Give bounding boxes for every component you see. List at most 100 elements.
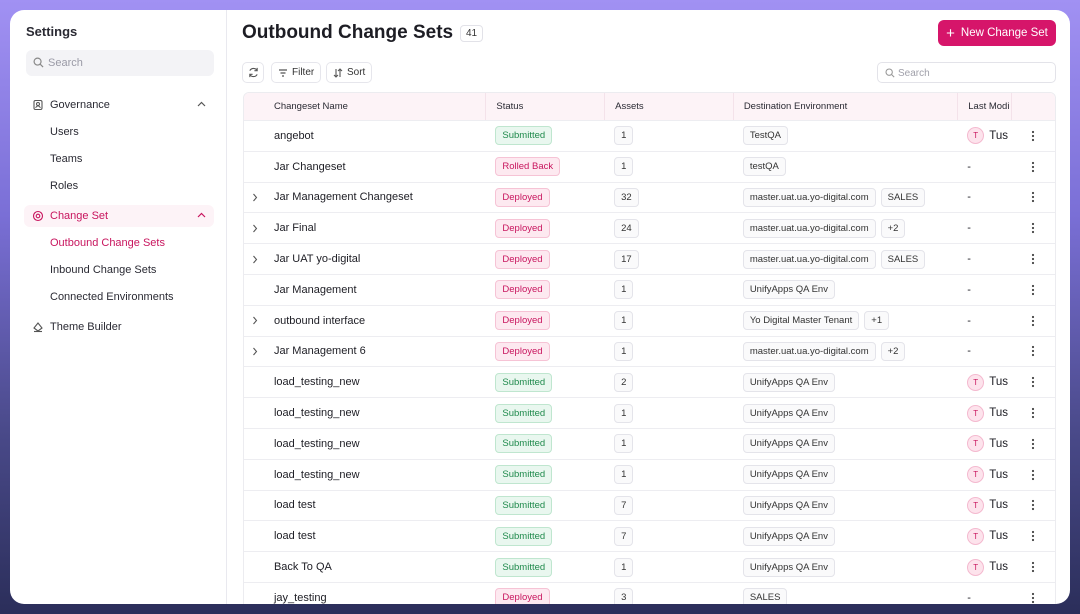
sidebar-search[interactable]: Search bbox=[26, 50, 214, 76]
expand-cell bbox=[244, 429, 266, 459]
refresh-button[interactable] bbox=[242, 62, 264, 83]
more-menu[interactable] bbox=[1031, 530, 1035, 542]
modified-cell: - bbox=[957, 306, 1011, 336]
filter-button[interactable]: Filter bbox=[271, 62, 322, 83]
more-menu[interactable] bbox=[1031, 345, 1035, 357]
destination-tag: Yo Digital Master Tenant bbox=[742, 311, 860, 331]
assets-badge: 1 bbox=[614, 557, 634, 577]
more-menu[interactable] bbox=[1031, 376, 1035, 388]
expand-chevron[interactable] bbox=[252, 347, 258, 356]
more-menu[interactable] bbox=[1031, 469, 1035, 481]
collapse-chevron[interactable] bbox=[197, 212, 206, 218]
more-menu[interactable] bbox=[1031, 561, 1035, 573]
changeset-name[interactable]: load_testing_new bbox=[273, 437, 360, 450]
destination-tag: UnifyApps QA Env bbox=[742, 557, 835, 577]
nav-item[interactable]: Teams bbox=[50, 153, 83, 165]
nav-group-label: Theme Builder bbox=[50, 321, 122, 333]
changeset-name[interactable]: Jar Management Changeset bbox=[273, 191, 413, 204]
modified-cell: - bbox=[957, 275, 1011, 305]
actions-cell bbox=[1011, 460, 1055, 490]
sort-button[interactable]: Sort bbox=[326, 62, 373, 83]
destination-tag: +1 bbox=[864, 311, 890, 331]
refresh-icon bbox=[248, 67, 258, 78]
modified-empty: - bbox=[967, 345, 971, 358]
changeset-name[interactable]: angebot bbox=[273, 129, 314, 142]
new-button[interactable]: + New Change Set bbox=[938, 20, 1056, 46]
expand-chevron[interactable] bbox=[252, 255, 258, 264]
status-badge: Submitted bbox=[495, 557, 553, 577]
table-row: Jar Final Deployed 24 master.uat.ua.yo-digi… bbox=[244, 213, 1055, 245]
actions-cell bbox=[1011, 583, 1055, 604]
changeset-name[interactable]: jay_testing bbox=[273, 591, 327, 604]
expand-chevron[interactable] bbox=[252, 316, 258, 325]
destination-cell: UnifyApps QA Env bbox=[733, 460, 957, 490]
table-row: Jar Management Deployed 1 UnifyApps QA Env - bbox=[244, 275, 1055, 306]
assets-cell: 1 bbox=[604, 398, 733, 428]
modified-empty: - bbox=[967, 314, 971, 327]
search-icon bbox=[885, 68, 895, 78]
changeset-name[interactable]: Jar Final bbox=[273, 222, 317, 235]
status-cell: Submitted bbox=[485, 367, 604, 397]
status-badge: Deployed bbox=[495, 311, 550, 331]
more-menu[interactable] bbox=[1031, 191, 1035, 203]
more-menu[interactable] bbox=[1031, 222, 1035, 234]
changeset-name[interactable]: Jar Changeset bbox=[273, 160, 346, 173]
expand-chevron[interactable] bbox=[252, 193, 258, 202]
expand-chevron[interactable] bbox=[252, 224, 258, 233]
more-menu[interactable] bbox=[1031, 592, 1035, 604]
nav-item[interactable]: Inbound Change Sets bbox=[50, 264, 157, 276]
more-menu[interactable] bbox=[1031, 130, 1035, 142]
table-search[interactable]: Search bbox=[877, 62, 1056, 83]
destination-tag: UnifyApps QA Env bbox=[742, 495, 835, 515]
modified-user: Tus bbox=[989, 129, 1008, 142]
changeset-name[interactable]: Back To QA bbox=[273, 561, 332, 574]
changeset-name[interactable]: load test bbox=[273, 530, 316, 543]
expand-cell bbox=[244, 337, 266, 367]
assets-badge: 1 bbox=[614, 465, 634, 485]
avatar: T bbox=[967, 466, 985, 484]
changeset-name[interactable]: Jar Management bbox=[273, 283, 357, 296]
assets-cell: 24 bbox=[604, 213, 733, 243]
assets-cell: 2 bbox=[604, 367, 733, 397]
nav-item[interactable]: Connected Environments bbox=[50, 291, 174, 303]
nav-item[interactable]: Outbound Change Sets bbox=[50, 237, 165, 249]
changeset-name[interactable]: Jar Management 6 bbox=[273, 345, 366, 358]
button-label: New Change Set bbox=[960, 27, 1048, 39]
status-badge: Submitted bbox=[495, 372, 553, 392]
collapse-chevron[interactable] bbox=[197, 101, 206, 107]
more-menu[interactable] bbox=[1031, 315, 1035, 327]
destination-cell: UnifyApps QA Env bbox=[733, 398, 957, 428]
expand-cell bbox=[244, 306, 266, 336]
nav-group[interactable]: Governance bbox=[24, 94, 214, 116]
status-cell: Deployed bbox=[485, 244, 604, 274]
changeset-name[interactable]: load_testing_new bbox=[273, 407, 360, 420]
table-row: load_testing_new Submitted 1 UnifyApps QA E… bbox=[244, 429, 1055, 460]
status-cell: Deployed bbox=[485, 306, 604, 336]
more-menu[interactable] bbox=[1031, 438, 1035, 450]
more-menu[interactable] bbox=[1031, 161, 1035, 173]
changeset-name[interactable]: load_testing_new bbox=[273, 468, 360, 481]
assets-cell: 3 bbox=[604, 583, 733, 604]
nav-group[interactable]: Theme Builder bbox=[24, 316, 214, 338]
status-badge: Deployed bbox=[495, 341, 550, 361]
changeset-name[interactable]: load_testing_new bbox=[273, 376, 360, 389]
assets-cell: 7 bbox=[604, 491, 733, 521]
changeset-name[interactable]: Jar UAT yo-digital bbox=[273, 253, 361, 266]
destination-cell: master.uat.ua.yo-digital.com SALES bbox=[733, 244, 957, 274]
nav-item[interactable]: Users bbox=[50, 126, 79, 138]
modified-cell: T Tus bbox=[957, 521, 1011, 551]
more-menu[interactable] bbox=[1031, 284, 1035, 296]
more-menu[interactable] bbox=[1031, 253, 1035, 265]
changeset-name[interactable]: outbound interface bbox=[273, 314, 366, 327]
expand-cell bbox=[244, 121, 266, 151]
assets-cell: 1 bbox=[604, 460, 733, 490]
table-row: load_testing_new Submitted 2 UnifyApps QA E… bbox=[244, 367, 1055, 399]
assets-cell: 1 bbox=[604, 275, 733, 305]
modified-cell: - bbox=[957, 583, 1011, 604]
more-menu[interactable] bbox=[1031, 499, 1035, 511]
more-menu[interactable] bbox=[1031, 407, 1035, 419]
nav-item[interactable]: Roles bbox=[50, 180, 79, 192]
actions-cell bbox=[1011, 367, 1055, 397]
nav-group[interactable]: Change Set bbox=[24, 205, 214, 227]
changeset-name[interactable]: load test bbox=[273, 499, 316, 512]
